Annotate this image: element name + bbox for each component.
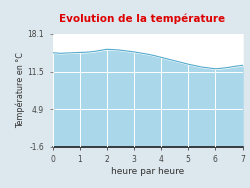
- Text: Evolution de la température: Evolution de la température: [60, 13, 226, 24]
- Y-axis label: Température en °C: Température en °C: [15, 52, 25, 128]
- X-axis label: heure par heure: heure par heure: [111, 167, 184, 176]
